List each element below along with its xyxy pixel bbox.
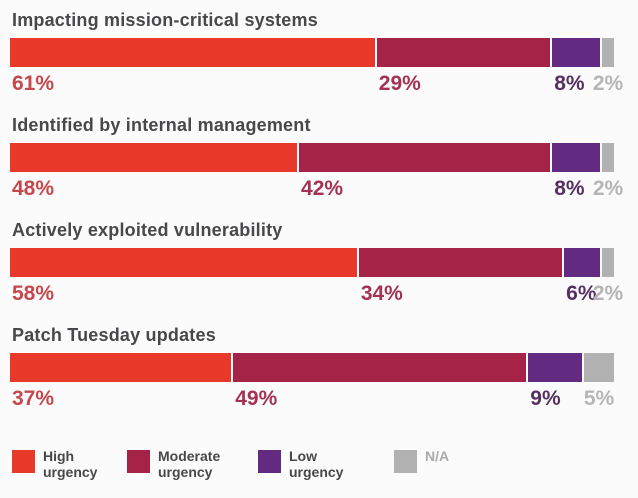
category-label: Impacting mission-critical systems	[12, 10, 318, 30]
value-labels-row: 37% 49% 9% 5%	[10, 387, 638, 415]
value-label-low-urgency: 6%	[566, 282, 597, 305]
legend-label: Moderate urgency	[158, 448, 221, 480]
value-label-n-a: 5%	[583, 387, 615, 410]
legend-label: N/A	[425, 448, 450, 464]
bar-segment-low-urgency	[564, 248, 601, 277]
bar-segment-n-a	[584, 353, 614, 382]
bar-segment-high-urgency	[10, 38, 375, 67]
value-label-low-urgency: 9%	[530, 387, 561, 410]
value-label-high-urgency: 61%	[12, 72, 55, 95]
bar-segment-moderate-urgency	[299, 143, 551, 172]
legend-swatch-moderate-urgency	[127, 450, 150, 473]
bar-segment-high-urgency	[10, 143, 298, 172]
stacked-bar	[10, 38, 614, 67]
legend-swatch-n-a	[394, 450, 417, 473]
bar-segment-n-a	[602, 248, 614, 277]
value-label-high-urgency: 48%	[12, 177, 55, 200]
stacked-bar	[10, 353, 614, 382]
bar-segment-low-urgency	[528, 353, 583, 382]
bar-segment-moderate-urgency	[358, 248, 563, 277]
value-label-n-a: 2%	[592, 177, 624, 200]
bar-segment-low-urgency	[552, 143, 601, 172]
category-label: Patch Tuesday updates	[12, 325, 216, 345]
value-label-moderate-urgency: 42%	[301, 177, 344, 200]
value-label-moderate-urgency: 29%	[378, 72, 421, 95]
chart-row: Actively exploited vulnerability 58% 34% 6%…	[0, 218, 638, 318]
value-label-low-urgency: 8%	[554, 177, 585, 200]
value-label-moderate-urgency: 34%	[360, 282, 403, 305]
legend-swatch-high-urgency	[12, 450, 35, 473]
bar-segment-n-a	[602, 38, 614, 67]
value-labels-row: 48% 42% 8% 2%	[10, 177, 638, 205]
chart-row: Patch Tuesday updates 37% 49% 9% 5%	[0, 323, 638, 423]
category-label: Identified by internal management	[12, 115, 311, 135]
chart-row: Impacting mission-critical systems 61% 29%…	[0, 8, 638, 108]
value-label-high-urgency: 58%	[12, 282, 55, 305]
bar-segment-moderate-urgency	[376, 38, 551, 67]
value-label-n-a: 2%	[592, 282, 624, 305]
value-labels-row: 58% 34% 6% 2%	[10, 282, 638, 310]
value-label-n-a: 2%	[592, 72, 624, 95]
bar-segment-high-urgency	[10, 353, 232, 382]
legend-label: Low urgency	[289, 448, 344, 480]
bar-segment-high-urgency	[10, 248, 357, 277]
bar-segment-low-urgency	[552, 38, 601, 67]
bar-segment-n-a	[602, 143, 614, 172]
legend-label: High urgency	[43, 448, 98, 480]
chart-legend: High urgency Moderate urgency Low urgency N…	[0, 448, 638, 498]
category-label: Actively exploited vulnerability	[12, 220, 283, 240]
chart-row: Identified by internal management 48% 42% 8…	[0, 113, 638, 213]
value-label-low-urgency: 8%	[554, 72, 585, 95]
bar-segment-moderate-urgency	[233, 353, 527, 382]
value-labels-row: 61% 29% 8% 2%	[10, 72, 638, 100]
value-label-high-urgency: 37%	[12, 387, 55, 410]
value-label-moderate-urgency: 49%	[235, 387, 278, 410]
stacked-bar	[10, 143, 614, 172]
stacked-bar	[10, 248, 614, 277]
legend-swatch-low-urgency	[258, 450, 281, 473]
